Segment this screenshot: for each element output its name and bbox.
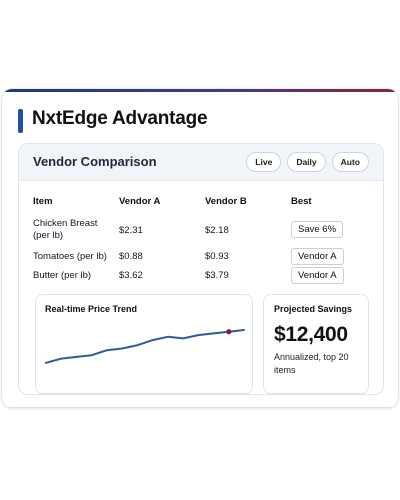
projected-savings-card: Projected Savings $12,400 Annualized, to… bbox=[263, 294, 369, 394]
savings-note: Annualized, top 20 items bbox=[274, 352, 349, 375]
vendor-b-price: $2.18 bbox=[205, 225, 229, 236]
accent-bar bbox=[2, 89, 398, 92]
price-trend-chart bbox=[45, 329, 245, 364]
vendor-b-price: $0.93 bbox=[205, 251, 229, 262]
vendor-a-price: $3.62 bbox=[119, 270, 143, 281]
item-name: Tomatoes (per lb) bbox=[33, 251, 107, 262]
page-title: NxtEdge Advantage bbox=[32, 108, 208, 129]
auto-button[interactable]: Auto bbox=[331, 152, 369, 172]
column-header-vendor-b: Vendor B bbox=[205, 196, 247, 207]
savings-label: Projected Savings bbox=[274, 304, 353, 314]
live-button[interactable]: Live bbox=[246, 152, 282, 172]
best-choice-button[interactable]: Vendor A bbox=[291, 267, 344, 284]
trend-title: Real-time Price Trend bbox=[45, 304, 138, 314]
item-name: Chicken Breast (per lb) bbox=[33, 218, 98, 241]
mode-pills: Live Daily Auto bbox=[246, 152, 369, 172]
trend-series-line bbox=[45, 329, 245, 364]
savings-value: $12,400 bbox=[274, 323, 348, 346]
vendor-comparison-panel: Vendor Comparison Live Daily Auto Item V… bbox=[18, 143, 384, 395]
advantage-card: NxtEdge Advantage Vendor Comparison Live… bbox=[2, 89, 398, 407]
best-choice-button[interactable]: Save 6% bbox=[291, 221, 344, 238]
vendor-a-price: $0.88 bbox=[119, 251, 143, 262]
item-name: Butter (per lb) bbox=[33, 270, 92, 281]
daily-button[interactable]: Daily bbox=[287, 152, 326, 172]
vendor-a-price: $2.31 bbox=[119, 225, 143, 236]
price-trend-card: Real-time Price Trend bbox=[35, 294, 253, 394]
column-header-item: Item bbox=[33, 196, 53, 207]
best-choice-button[interactable]: Vendor A bbox=[291, 248, 344, 265]
panel-title: Vendor Comparison bbox=[33, 154, 157, 169]
trend-current-point bbox=[226, 329, 232, 335]
title-marker bbox=[18, 109, 23, 133]
column-header-best: Best bbox=[291, 196, 312, 207]
vendor-b-price: $3.79 bbox=[205, 270, 229, 281]
column-header-vendor-a: Vendor A bbox=[119, 196, 161, 207]
panel-header: Vendor Comparison Live Daily Auto bbox=[19, 144, 383, 181]
